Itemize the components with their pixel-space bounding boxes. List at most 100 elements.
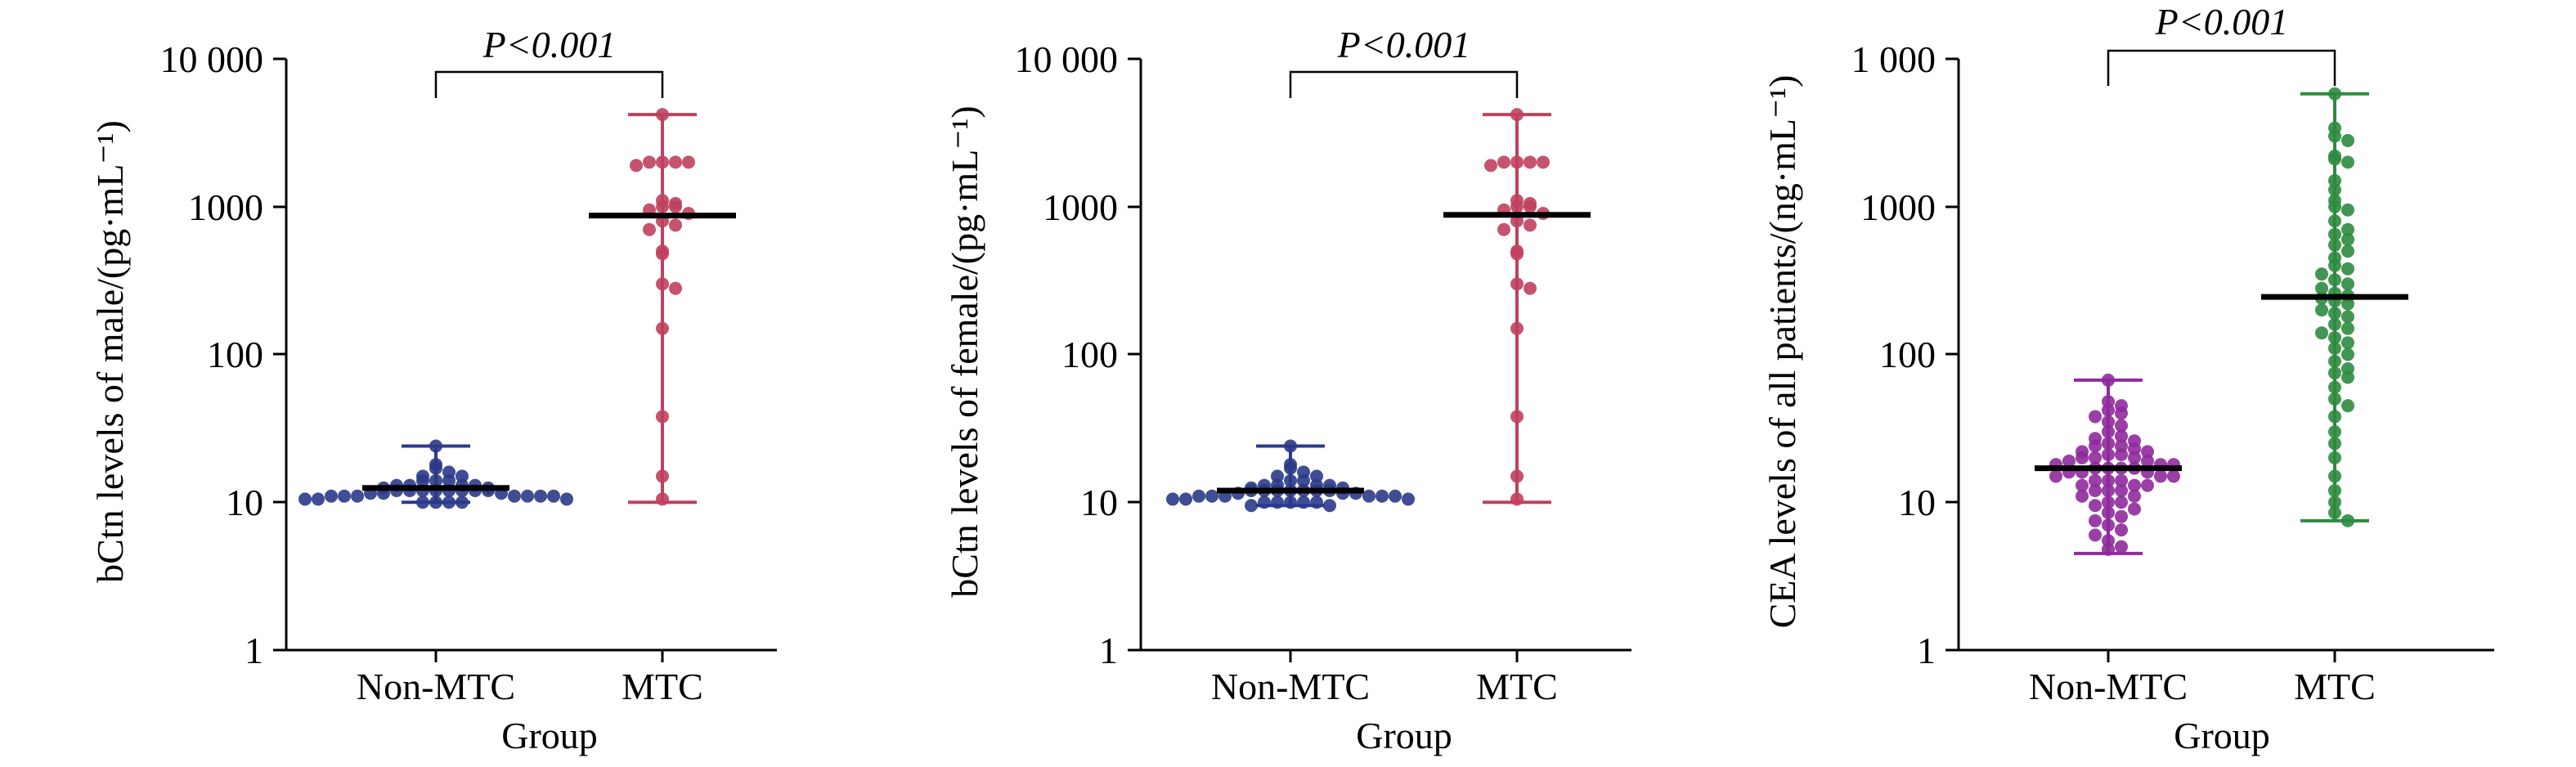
panel-3-mtc-point — [2341, 297, 2354, 311]
panel-1-non-mtc-point — [416, 473, 429, 487]
panel-1-series-non-mtc — [298, 439, 573, 509]
panel-3-non-mtc-point — [2167, 469, 2180, 483]
panel-3-mtc-point — [2341, 321, 2354, 335]
panel-3-significance: P<0.001 — [2107, 1, 2336, 86]
panel-3-non-mtc-point — [2128, 489, 2141, 503]
panel-2-non-mtc-point — [1376, 489, 1389, 503]
panel-2-mtc-point — [1510, 321, 1524, 335]
panel-1-mtc-point — [656, 492, 669, 506]
panel-3-non-mtc-point — [2102, 473, 2115, 487]
panel-3-mtc-point — [2328, 410, 2341, 424]
panel-2-mtc-point — [1510, 277, 1524, 291]
panel-3-non-mtc-point — [2089, 473, 2102, 487]
panel-3-mtc-point — [2328, 483, 2341, 497]
panel-2-non-mtc-point — [1271, 496, 1284, 509]
panel-1-non-mtc-point — [429, 496, 442, 509]
panel-3-non-mtc-point — [2089, 439, 2102, 453]
panel-2-non-mtc-point — [1192, 489, 1205, 503]
panel-2-non-mtc-point — [1258, 496, 1271, 509]
panel-1-non-mtc-point — [312, 492, 325, 506]
panel-3-non-mtc-point — [2115, 509, 2128, 523]
panel-3-mtc-point — [2328, 238, 2341, 252]
panel-3-mtc-point — [2328, 366, 2341, 380]
panel-3-non-mtc-point — [2141, 478, 2154, 492]
panel-1-non-mtc-point — [429, 439, 442, 453]
panel-3-mtc-point — [2328, 437, 2341, 451]
panel-2-yaxis: 1 10 100 1000 10 000 — [1015, 38, 1142, 671]
panel-2-ytick-label-2: 100 — [1061, 334, 1118, 375]
panel-2-significance: P<0.001 — [1289, 24, 1519, 98]
panel-1-non-mtc-point — [560, 492, 573, 506]
panel-2-non-mtc-point — [1245, 499, 1258, 513]
panel-3-non-mtc-point — [2115, 448, 2128, 462]
panel-2-non-mtc-point — [1389, 489, 1402, 503]
panel-3-non-mtc-point — [2076, 489, 2089, 503]
panel-3-yaxis: 1 10 100 1000 1 000 — [1851, 38, 1960, 671]
panel-3-non-mtc-point — [2115, 523, 2128, 537]
panel-1-non-mtc-point — [534, 489, 547, 503]
panel-1-mtc-point — [643, 155, 656, 169]
panel-1-mtc-point — [669, 155, 682, 169]
panel-1-mtc-point — [656, 277, 669, 291]
panel-3-mtc-point — [2328, 380, 2341, 394]
panel-3-mtc-point — [2341, 244, 2354, 258]
panel-3-mtc-point — [2315, 267, 2328, 281]
panel-1-mtc-point — [656, 155, 669, 169]
panel-3-non-mtc-point — [2076, 478, 2089, 492]
panel-3-mtc-point — [2341, 262, 2354, 276]
panel-2-non-mtc-point — [1179, 492, 1192, 506]
panel-3-non-mtc-point — [2089, 528, 2102, 542]
panel-3-mtc-point — [2328, 469, 2341, 483]
panel-3-mtc-point — [2341, 370, 2354, 384]
panel-1-mtc-point — [656, 247, 669, 261]
panel-2-mtc-point — [1524, 218, 1537, 232]
panel-1-xaxis: Non-MTC MTC Group — [286, 648, 777, 756]
panel-3-mtc-point — [2328, 214, 2341, 228]
panel-3-xtick-label-1: MTC — [2294, 666, 2376, 707]
panel-3-non-mtc-point — [2141, 445, 2154, 459]
panel-2-mtc-point — [1510, 469, 1524, 483]
panel-1-non-mtc-point — [298, 492, 312, 506]
panel-1-ylabel: bCtn levels of male/(pg·mL⁻¹) — [89, 120, 131, 583]
panel-3-non-mtc-point — [2128, 502, 2141, 516]
panel-1-significance: P<0.001 — [434, 24, 664, 98]
panel-3-mtc-point — [2341, 222, 2354, 236]
panel-3-mtc-point — [2315, 303, 2328, 317]
panel-3-mtc-point — [2328, 330, 2341, 344]
panel-2-mtc-point — [1510, 200, 1524, 213]
panel-1-series-mtc — [589, 108, 736, 506]
panel-1-mtc-point — [656, 108, 669, 122]
panel-1-ytick-label-0: 1 — [245, 630, 263, 671]
panel-3-mtc-point — [2328, 200, 2341, 213]
panel-3-mtc-point — [2328, 506, 2341, 520]
panel-3-non-mtc-point — [2115, 496, 2128, 509]
panel-1-mtc-point — [669, 218, 682, 232]
panel-3-mtc-point — [2328, 342, 2341, 356]
panel-3-non-mtc-point — [2049, 469, 2062, 483]
panel-1-mtc-point — [643, 222, 656, 236]
panel-2-series-mtc — [1443, 108, 1591, 506]
panel-3-mtc-point — [2341, 399, 2354, 413]
panel-3-non-mtc-point — [2102, 403, 2115, 417]
panel-1-mtc-point — [656, 200, 669, 213]
panel-3-non-mtc-point — [2102, 506, 2115, 520]
panel-2-series-non-mtc — [1166, 439, 1415, 513]
panel-3-non-mtc-point — [2102, 425, 2115, 439]
panel-2-mtc-point — [1510, 492, 1524, 506]
panel-2-mtc-point — [1484, 159, 1497, 173]
panel-3-mtc-point — [2328, 425, 2341, 439]
panel-3-mtc-point — [2328, 183, 2341, 197]
panel-2-non-mtc-point — [1205, 489, 1218, 503]
panel-2-non-mtc-point — [1284, 461, 1297, 475]
panel-3-mtc-point — [2328, 451, 2341, 464]
panel-2-xtick-label-1: MTC — [1476, 666, 1558, 707]
panel-2-non-mtc-point — [1284, 496, 1297, 509]
panel-3-non-mtc-point — [2102, 518, 2115, 532]
panel-3-non-mtc-point — [2115, 406, 2128, 420]
panel-2-mtc-point — [1524, 200, 1537, 213]
panel-2-xaxis: Non-MTC MTC Group — [1141, 648, 1631, 756]
panel-1-non-mtc-point — [416, 496, 429, 509]
panel-1-sig-label: P<0.001 — [482, 24, 617, 65]
panel-3-mtc-point — [2341, 310, 2354, 324]
